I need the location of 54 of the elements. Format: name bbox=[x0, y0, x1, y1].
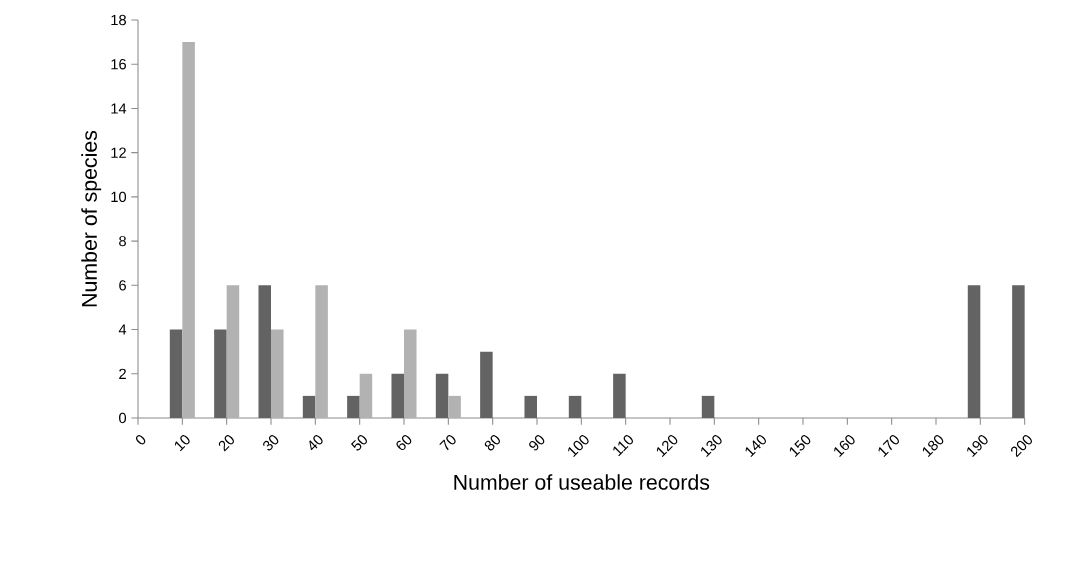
y-axis-title: Number of species bbox=[81, 130, 102, 307]
x-tick-label: 160 bbox=[834, 435, 855, 457]
x-tick-label: 40 bbox=[309, 435, 323, 451]
bar bbox=[169, 329, 183, 418]
x-tick-label: 90 bbox=[529, 435, 545, 451]
x-tick-label: 150 bbox=[789, 435, 811, 457]
x-tick-label: 30 bbox=[263, 435, 279, 451]
x-axis-title: Number of useable records bbox=[454, 474, 710, 490]
bar bbox=[182, 42, 195, 418]
y-tick-label: 0 bbox=[119, 412, 127, 424]
x-tick-label: 140 bbox=[745, 435, 766, 457]
bar bbox=[214, 329, 227, 418]
y-tick-label: 12 bbox=[111, 147, 126, 158]
bar bbox=[404, 329, 417, 418]
bar bbox=[359, 373, 373, 418]
bar bbox=[613, 373, 626, 418]
y-tick-label: 2 bbox=[119, 368, 126, 379]
bar bbox=[480, 351, 493, 418]
bar bbox=[1012, 285, 1025, 418]
x-tick-label: 70 bbox=[439, 435, 456, 451]
x-tick-label: 190 bbox=[967, 435, 988, 457]
bar bbox=[435, 373, 449, 418]
bar bbox=[315, 285, 328, 418]
x-tick-label: 100 bbox=[568, 435, 589, 457]
y-tick-label: 18 bbox=[111, 14, 126, 26]
x-tick-label: 130 bbox=[701, 435, 722, 457]
x-tick-label: 200 bbox=[1011, 435, 1032, 458]
bar bbox=[347, 395, 360, 418]
x-tick-label: 60 bbox=[396, 435, 412, 451]
bar bbox=[448, 395, 461, 418]
x-tick-label: 120 bbox=[656, 435, 678, 457]
x-tick-label: 110 bbox=[613, 435, 633, 457]
x-tick-label: 10 bbox=[174, 435, 190, 452]
y-tick-label: 10 bbox=[111, 191, 127, 203]
bar bbox=[271, 329, 284, 418]
y-tick-label: 16 bbox=[111, 59, 126, 70]
x-tick-label: 0 bbox=[135, 435, 146, 445]
bar bbox=[967, 285, 981, 418]
x-tick-label: 80 bbox=[484, 435, 500, 451]
y-tick-label: 8 bbox=[119, 235, 126, 247]
bar bbox=[391, 373, 404, 418]
x-tick-label: 180 bbox=[922, 435, 944, 457]
y-tick-label: 6 bbox=[119, 280, 126, 291]
bar bbox=[226, 285, 240, 418]
x-tick-label: 170 bbox=[878, 435, 899, 457]
y-tick-label: 14 bbox=[111, 103, 127, 114]
bar bbox=[258, 285, 271, 418]
y-tick-label: 4 bbox=[118, 324, 127, 335]
x-tick-label: 50 bbox=[350, 435, 367, 451]
bar bbox=[302, 395, 316, 418]
bar bbox=[568, 395, 582, 418]
bar bbox=[701, 395, 715, 418]
x-tick-label: 20 bbox=[218, 435, 234, 452]
bar bbox=[524, 395, 537, 418]
